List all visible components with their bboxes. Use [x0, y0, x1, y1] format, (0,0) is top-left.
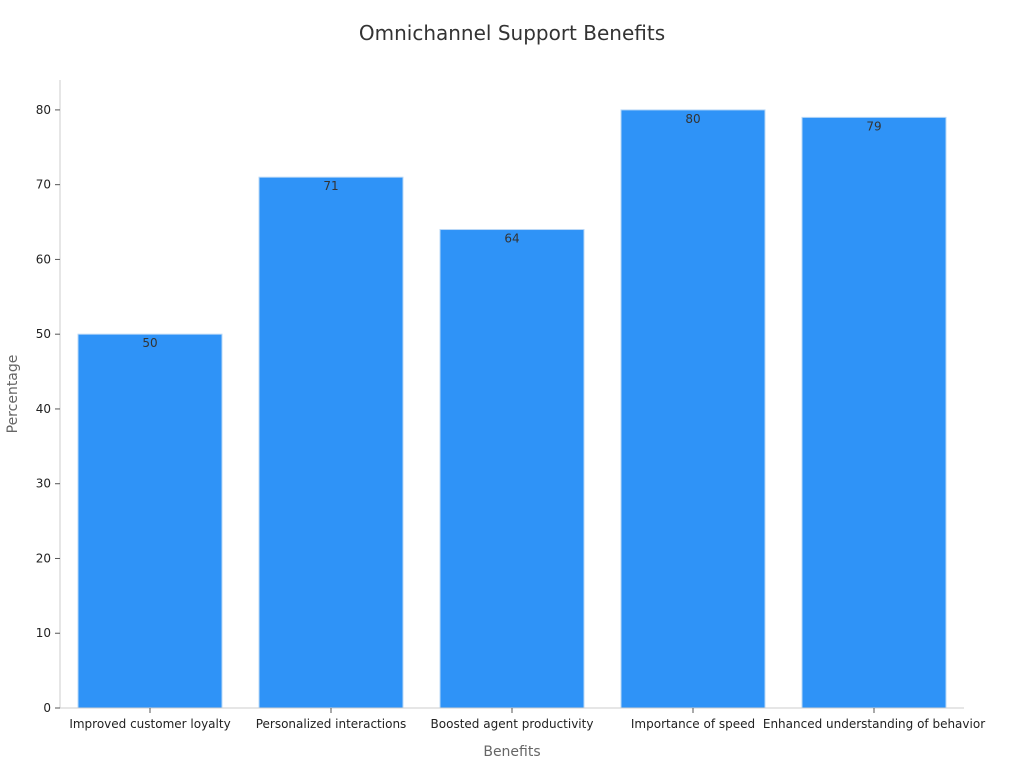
- y-tick-label-10: 10: [36, 626, 51, 640]
- data-label-3: 64: [504, 232, 519, 246]
- data-label-5: 79: [866, 119, 881, 133]
- bar-2: [258, 176, 404, 709]
- y-tick-label-30: 30: [36, 477, 51, 491]
- y-tick-label-40: 40: [36, 402, 51, 416]
- bar-4: [620, 109, 766, 709]
- chart-title: Omnichannel Support Benefits: [359, 21, 665, 45]
- y-axis-label: Percentage: [5, 355, 21, 434]
- x-tick-label-1: Improved customer loyalty: [69, 717, 230, 731]
- x-tick-label-5: Enhanced understanding of behavior: [763, 717, 985, 731]
- data-labels-group: 50 71 64 80 79: [142, 112, 881, 350]
- x-axis-label: Benefits: [483, 744, 540, 760]
- data-label-2: 71: [323, 179, 338, 193]
- data-label-1: 50: [142, 336, 157, 350]
- data-label-4: 80: [685, 112, 700, 126]
- x-tick-label-4: Importance of speed: [631, 717, 755, 731]
- x-ticks-group: Improved customer loyalty Personalized in…: [69, 708, 985, 731]
- x-tick-label-3: Boosted agent productivity: [431, 717, 594, 731]
- y-tick-label-80: 80: [36, 103, 51, 117]
- y-tick-label-60: 60: [36, 252, 51, 266]
- bar-5: [801, 116, 947, 709]
- y-tick-label-20: 20: [36, 551, 51, 565]
- bar-1: [77, 333, 223, 709]
- bars-group: [77, 109, 947, 709]
- y-tick-label-70: 70: [36, 178, 51, 192]
- y-ticks-group: 0 10 20 30 40 50 60 70 80: [36, 103, 60, 715]
- y-tick-label-50: 50: [36, 327, 51, 341]
- bar-3: [439, 229, 585, 709]
- x-tick-label-2: Personalized interactions: [256, 717, 407, 731]
- y-tick-label-0: 0: [43, 701, 51, 715]
